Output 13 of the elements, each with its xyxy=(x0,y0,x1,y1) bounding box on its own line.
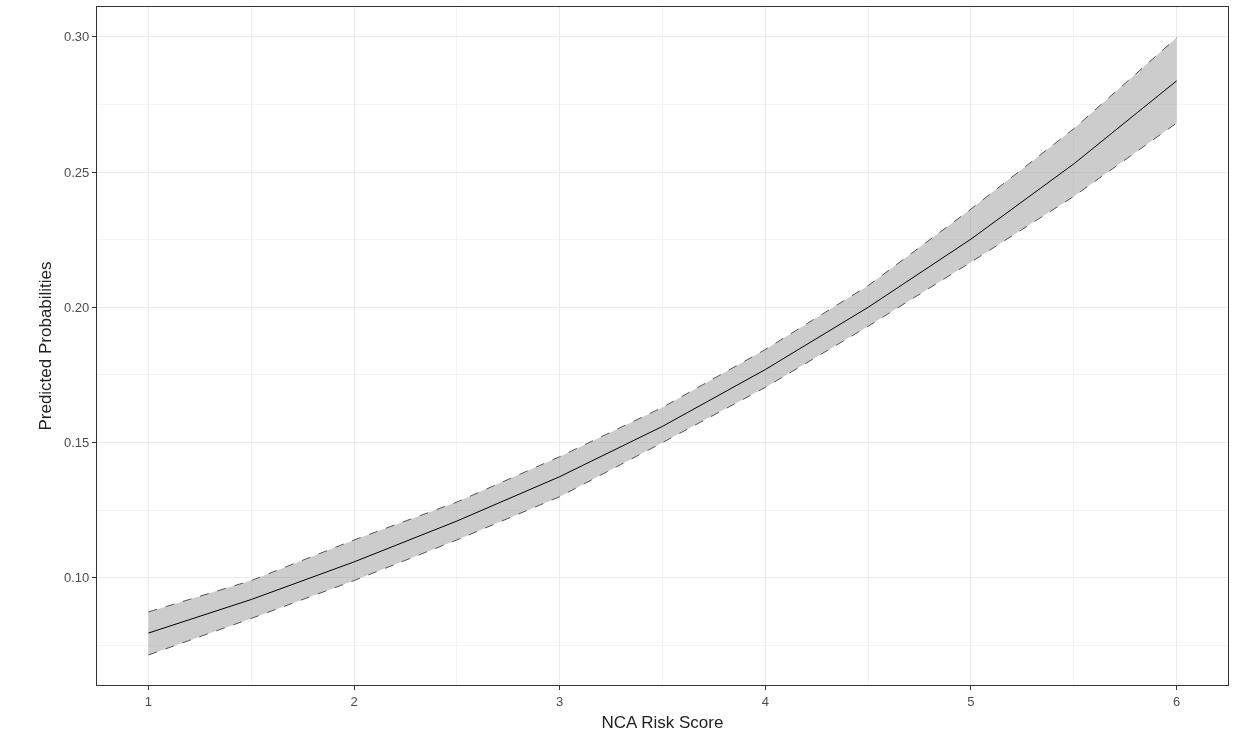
x-tick-label: 6 xyxy=(1172,693,1181,709)
y-axis-title: Predicted Probabilities xyxy=(35,261,55,431)
x-tick-label: 3 xyxy=(556,693,564,709)
x-axis-title: NCA Risk Score xyxy=(601,713,724,733)
x-tick-label: 1 xyxy=(144,693,153,709)
y-tick-label: 0.30 xyxy=(63,29,90,45)
y-tick-label: 0.20 xyxy=(63,299,90,315)
x-tick-label: 4 xyxy=(761,693,769,709)
y-tick-label: 0.25 xyxy=(63,164,90,180)
x-tick-label: 5 xyxy=(967,693,975,709)
y-tick-label: 0.15 xyxy=(63,435,90,451)
x-tick-label: 2 xyxy=(350,693,358,709)
y-tick-label: 0.10 xyxy=(63,570,90,586)
